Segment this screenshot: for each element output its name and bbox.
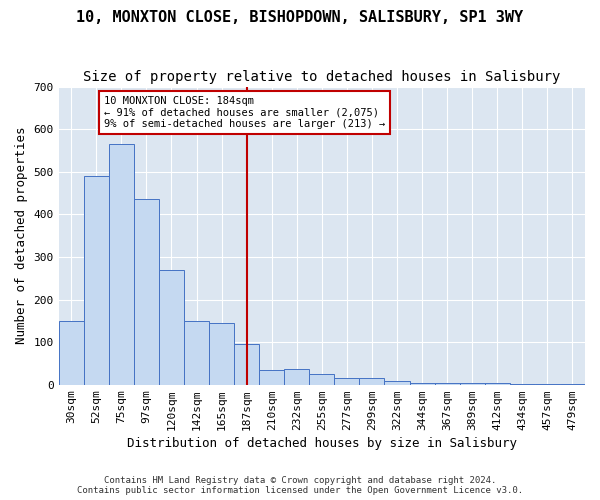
Bar (410, 382, 434, 384)
X-axis label: Distribution of detached houses by size in Salisbury: Distribution of detached houses by size … (127, 437, 517, 450)
Bar (84, 176, 109, 384)
Bar (434, 382, 460, 384)
Bar (259, 370, 284, 384)
Text: 10 MONXTON CLOSE: 184sqm
← 91% of detached houses are smaller (2,075)
9% of semi: 10 MONXTON CLOSE: 184sqm ← 91% of detach… (104, 96, 385, 129)
Bar (159, 270, 184, 384)
Bar (359, 378, 385, 384)
Text: 10, MONXTON CLOSE, BISHOPDOWN, SALISBURY, SP1 3WY: 10, MONXTON CLOSE, BISHOPDOWN, SALISBURY… (76, 10, 524, 25)
Bar (234, 344, 259, 385)
Bar (310, 374, 334, 384)
Bar (59, 321, 84, 384)
Title: Size of property relative to detached houses in Salisbury: Size of property relative to detached ho… (83, 70, 560, 84)
Bar (134, 200, 159, 384)
Bar (209, 323, 234, 384)
Y-axis label: Number of detached properties: Number of detached properties (15, 127, 28, 344)
Bar (284, 368, 310, 384)
Bar (184, 321, 209, 384)
Bar (109, 144, 134, 384)
Bar (334, 378, 359, 384)
Text: Contains HM Land Registry data © Crown copyright and database right 2024.
Contai: Contains HM Land Registry data © Crown c… (77, 476, 523, 495)
Bar (385, 382, 410, 384)
